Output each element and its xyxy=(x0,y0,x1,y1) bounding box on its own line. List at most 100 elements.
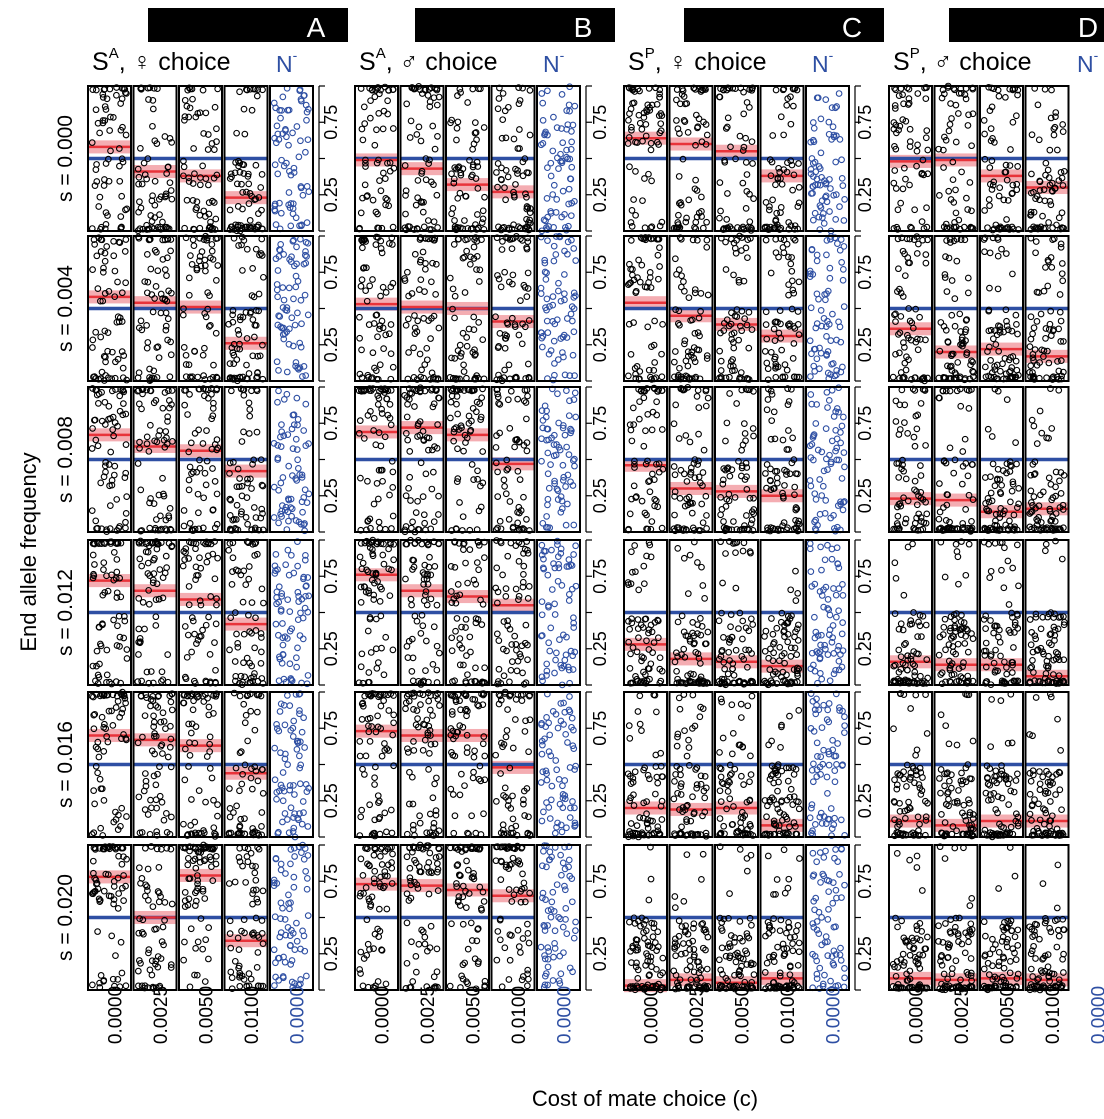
data-point xyxy=(415,499,421,505)
data-point xyxy=(563,887,569,893)
data-point xyxy=(570,899,576,905)
data-point xyxy=(434,643,440,649)
data-point xyxy=(101,798,107,804)
data-point xyxy=(514,668,520,674)
data-point xyxy=(89,446,95,452)
data-point xyxy=(240,599,246,605)
data-point xyxy=(425,93,431,99)
subplot xyxy=(715,85,758,233)
data-point xyxy=(117,634,123,640)
data-point xyxy=(206,956,212,962)
data-point xyxy=(124,656,130,662)
data-point xyxy=(407,865,413,871)
data-point xyxy=(252,727,258,733)
y-axis: 0.250.75 xyxy=(586,845,610,990)
data-point xyxy=(828,186,834,192)
data-point xyxy=(479,220,485,226)
data-point xyxy=(123,132,129,138)
data-point xyxy=(526,749,532,755)
data-point xyxy=(357,554,363,560)
data-point xyxy=(212,576,218,582)
data-point xyxy=(380,479,386,485)
subplot xyxy=(761,236,804,383)
data-point xyxy=(196,510,202,516)
data-point xyxy=(525,239,531,245)
data-point xyxy=(507,499,513,505)
data-point xyxy=(434,602,440,608)
subplot xyxy=(492,538,535,687)
data-point xyxy=(271,947,277,953)
data-point xyxy=(282,722,288,728)
data-point xyxy=(150,904,156,910)
data-point xyxy=(90,337,96,343)
data-point xyxy=(200,946,206,952)
data-point xyxy=(258,631,264,637)
data-point xyxy=(548,173,554,179)
data-point xyxy=(273,621,279,627)
data-point xyxy=(545,945,551,951)
data-point xyxy=(403,576,409,582)
data-point xyxy=(295,589,301,595)
data-point xyxy=(559,506,565,512)
data-point xyxy=(773,87,779,93)
data-point xyxy=(677,366,683,372)
data-point xyxy=(383,634,389,640)
data-point xyxy=(681,279,687,285)
data-point xyxy=(517,127,523,133)
data-point xyxy=(427,751,433,757)
data-point xyxy=(377,906,383,912)
data-point xyxy=(182,98,188,104)
data-point xyxy=(723,267,729,273)
data-point xyxy=(788,121,794,127)
data-point xyxy=(136,181,142,187)
subplot xyxy=(537,233,580,382)
data-point xyxy=(291,884,297,890)
data-point xyxy=(504,728,510,734)
data-point xyxy=(539,612,545,618)
data-point xyxy=(158,719,164,725)
data-point xyxy=(414,969,420,975)
data-point xyxy=(206,182,212,188)
data-point xyxy=(204,754,210,760)
data-point xyxy=(189,730,195,736)
panel-letter: B xyxy=(574,12,593,43)
data-point xyxy=(247,218,253,224)
data-point xyxy=(502,785,508,791)
panel-label-main: S xyxy=(359,48,376,76)
data-point xyxy=(565,740,571,746)
data-point xyxy=(139,563,145,569)
data-point xyxy=(295,310,301,316)
data-point xyxy=(455,196,461,202)
data-point xyxy=(136,983,142,989)
data-point xyxy=(365,478,371,484)
data-point xyxy=(503,734,509,740)
data-point xyxy=(378,443,384,449)
data-point xyxy=(163,323,169,329)
data-point xyxy=(796,161,802,167)
data-point xyxy=(567,815,573,821)
data-point xyxy=(404,961,410,967)
data-point xyxy=(360,245,366,251)
data-point xyxy=(206,614,212,620)
subplot xyxy=(88,539,131,687)
data-point xyxy=(513,543,519,549)
data-point xyxy=(717,215,723,221)
data-point xyxy=(182,777,188,783)
data-point xyxy=(258,661,264,667)
row-1: 0.250.75 xyxy=(624,85,875,234)
data-point xyxy=(286,190,292,196)
data-point xyxy=(451,242,457,248)
data-point xyxy=(240,268,246,274)
data-point xyxy=(161,942,167,948)
data-point xyxy=(304,886,310,892)
data-point xyxy=(168,699,174,705)
data-point xyxy=(294,920,300,926)
data-point xyxy=(551,954,557,960)
data-point xyxy=(287,906,293,912)
data-point xyxy=(207,652,213,658)
y-axis: 0.250.75 xyxy=(855,86,875,231)
data-point xyxy=(541,848,547,854)
neutral-marker: N- xyxy=(276,47,298,77)
y-tick-label: 0.25 xyxy=(590,478,610,513)
data-point xyxy=(138,146,144,152)
